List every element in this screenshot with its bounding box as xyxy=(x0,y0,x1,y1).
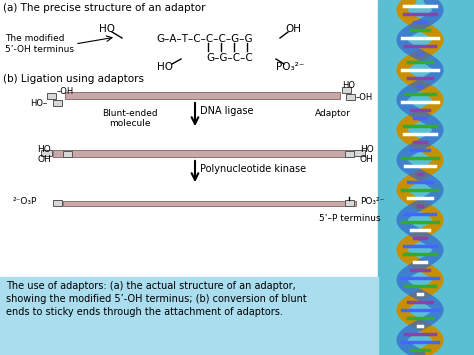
Bar xyxy=(53,150,354,157)
Bar xyxy=(342,87,351,93)
Bar xyxy=(63,151,72,157)
Text: –OH: –OH xyxy=(57,87,74,97)
Text: HO: HO xyxy=(37,144,51,153)
Bar xyxy=(345,200,354,206)
Text: HO: HO xyxy=(360,146,374,154)
Text: (b) Ligation using adaptors: (b) Ligation using adaptors xyxy=(3,74,144,84)
Bar xyxy=(53,100,62,106)
Text: HO: HO xyxy=(342,82,355,91)
Text: DNA ligase: DNA ligase xyxy=(200,106,254,116)
Text: ²⁻O₃P: ²⁻O₃P xyxy=(13,197,37,207)
Bar xyxy=(345,151,354,157)
Bar xyxy=(53,200,62,206)
Text: Adaptor: Adaptor xyxy=(315,109,351,118)
Text: –OH: –OH xyxy=(356,93,373,102)
Text: HO: HO xyxy=(157,62,173,72)
Text: The modified
5’-OH terminus: The modified 5’-OH terminus xyxy=(5,34,74,54)
Text: The use of adaptors: (a) the actual structure of an adaptor,
showing the modifie: The use of adaptors: (a) the actual stru… xyxy=(6,281,307,317)
Bar xyxy=(354,150,365,156)
Text: OH: OH xyxy=(360,155,374,164)
Text: HO: HO xyxy=(99,24,115,34)
Bar xyxy=(41,150,52,156)
Text: OH: OH xyxy=(285,24,301,34)
Text: G–A–T–C–C–C–G–G: G–A–T–C–C–C–G–G xyxy=(157,34,253,44)
Text: PO₃²⁻: PO₃²⁻ xyxy=(360,197,384,207)
Text: 5’–P terminus: 5’–P terminus xyxy=(319,214,381,223)
Text: G–G–C–C: G–G–C–C xyxy=(207,53,254,63)
Text: OH: OH xyxy=(37,155,51,164)
Bar xyxy=(346,94,355,100)
Text: (a) The precise structure of an adaptor: (a) The precise structure of an adaptor xyxy=(3,3,206,13)
Text: Blunt-ended
molecule: Blunt-ended molecule xyxy=(102,109,158,129)
Bar xyxy=(65,92,340,99)
Bar xyxy=(378,0,474,355)
Text: HO–: HO– xyxy=(30,98,47,108)
Text: Polynucleotide kinase: Polynucleotide kinase xyxy=(200,164,306,174)
Bar xyxy=(0,277,378,355)
Bar xyxy=(63,201,356,206)
Bar xyxy=(47,93,56,99)
Text: PO₃²⁻: PO₃²⁻ xyxy=(276,62,304,72)
